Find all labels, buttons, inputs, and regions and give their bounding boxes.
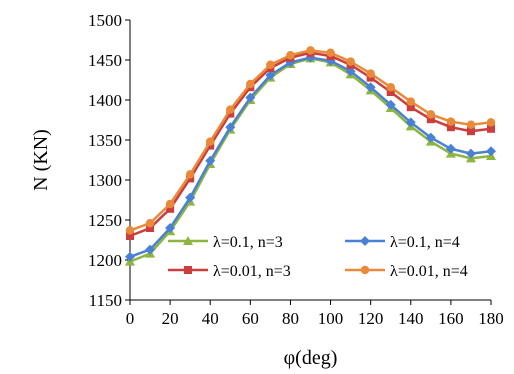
x-tick-label: 80 bbox=[282, 309, 299, 328]
x-tick-label: 120 bbox=[358, 309, 384, 328]
data-point bbox=[426, 115, 435, 124]
data-point bbox=[265, 70, 276, 81]
x-tick-label: 140 bbox=[398, 309, 424, 328]
data-point bbox=[286, 50, 295, 60]
data-point bbox=[226, 105, 235, 114]
y-tick-label: 1250 bbox=[88, 211, 122, 230]
data-point bbox=[386, 82, 395, 92]
legend: λ=0.1, n=3 λ=0.1, n=4 λ=0.01, n=3 λ=0.01, n… bbox=[168, 234, 468, 280]
y-tick-label: 1150 bbox=[89, 291, 122, 310]
legend-item: λ=0.1, n=3 bbox=[168, 234, 283, 251]
data-point bbox=[185, 192, 196, 203]
data-point bbox=[445, 143, 456, 154]
x-tick-label: 20 bbox=[162, 309, 179, 328]
data-point bbox=[166, 204, 175, 213]
data-point bbox=[185, 170, 195, 179]
data-point bbox=[406, 103, 415, 112]
data-point bbox=[366, 69, 375, 78]
series-line bbox=[129, 57, 492, 263]
x-axis-ticks: 0 20 40 60 80 100 120 140 160 180 bbox=[126, 300, 504, 328]
y-tick-label: 1400 bbox=[88, 91, 122, 110]
series-line bbox=[129, 56, 492, 258]
data-point bbox=[205, 155, 216, 166]
data-point bbox=[266, 60, 275, 70]
legend-marker bbox=[184, 266, 192, 274]
y-tick-label: 1350 bbox=[88, 131, 122, 150]
data-point bbox=[466, 120, 476, 130]
data-point bbox=[486, 118, 496, 127]
data-point bbox=[405, 117, 416, 128]
legend-label: λ=0.01, n=4 bbox=[390, 263, 468, 280]
series-layer bbox=[125, 46, 496, 266]
data-point bbox=[326, 48, 335, 58]
x-axis-title: φ(deg) bbox=[284, 347, 338, 369]
x-tick-label: 100 bbox=[318, 309, 344, 328]
data-point bbox=[245, 92, 256, 103]
legend-label: λ=0.1, n=3 bbox=[213, 234, 283, 251]
legend-marker bbox=[183, 236, 193, 245]
legend-item: λ=0.1, n=4 bbox=[345, 234, 460, 251]
y-tick-label: 1200 bbox=[88, 251, 122, 270]
data-point bbox=[386, 88, 395, 96]
data-point bbox=[487, 124, 495, 133]
y-axis-title: N (KN) bbox=[30, 129, 52, 191]
series-2 bbox=[125, 52, 496, 262]
data-point bbox=[446, 123, 455, 132]
legend-item: λ=0.01, n=3 bbox=[168, 263, 291, 280]
legend-item: λ=0.01, n=4 bbox=[345, 263, 468, 280]
data-point bbox=[486, 146, 496, 157]
x-tick-label: 160 bbox=[438, 309, 464, 328]
legend-marker bbox=[360, 265, 370, 275]
y-axis-ticks: 1150 1200 1250 1300 1350 1400 1450 1500 bbox=[88, 11, 130, 310]
data-point bbox=[145, 244, 156, 255]
data-point bbox=[446, 117, 456, 126]
y-tick-label: 1450 bbox=[88, 51, 122, 70]
data-point bbox=[225, 122, 236, 133]
data-point bbox=[466, 127, 475, 136]
data-point bbox=[426, 110, 436, 119]
data-point bbox=[425, 132, 436, 143]
data-point bbox=[165, 199, 175, 209]
data-point bbox=[346, 57, 355, 66]
x-tick-label: 0 bbox=[126, 309, 135, 328]
data-point bbox=[146, 224, 155, 232]
data-point bbox=[306, 46, 315, 55]
y-tick-label: 1500 bbox=[88, 11, 122, 30]
legend-marker bbox=[360, 236, 370, 246]
x-tick-label: 40 bbox=[202, 309, 219, 328]
x-tick-label: 60 bbox=[242, 309, 259, 328]
data-point bbox=[465, 148, 476, 159]
data-point bbox=[145, 218, 155, 228]
x-tick-label: 180 bbox=[478, 309, 504, 328]
data-point bbox=[365, 82, 376, 93]
data-point bbox=[126, 232, 134, 240]
data-point bbox=[246, 79, 255, 89]
data-point bbox=[205, 137, 215, 146]
legend-label: λ=0.01, n=3 bbox=[213, 263, 291, 280]
series-4 bbox=[125, 46, 496, 235]
data-point bbox=[165, 223, 176, 233]
y-tick-label: 1300 bbox=[88, 171, 122, 190]
data-point bbox=[406, 97, 416, 106]
data-point bbox=[125, 251, 135, 262]
data-point bbox=[385, 99, 396, 110]
data-point bbox=[125, 226, 135, 235]
legend-label: λ=0.1, n=4 bbox=[390, 234, 460, 251]
